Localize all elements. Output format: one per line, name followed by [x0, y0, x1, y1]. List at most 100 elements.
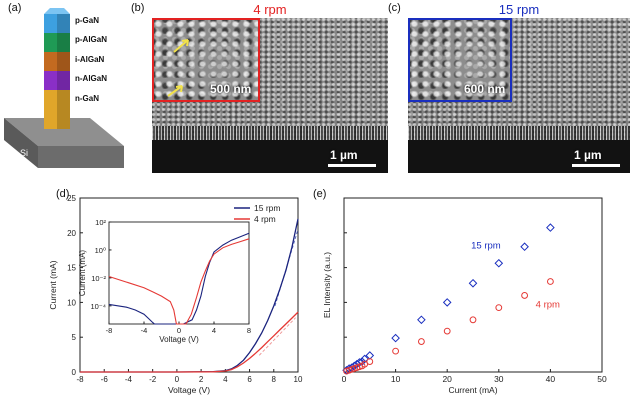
inset-y-tick-label: 10⁰ — [95, 246, 106, 255]
layer-label-p-algan: p-AlGaN — [75, 35, 107, 44]
x-tick-label: -8 — [76, 375, 84, 384]
x-tick-label: -4 — [125, 375, 133, 384]
iv-chart: -8 -6 -4 -2 0 2 4 6 8 10 0 5 10 15 20 25 Voltage (V) Curr… — [48, 194, 303, 395]
y-tick-label: 20 — [67, 229, 76, 238]
legend-label-15rpm: 15 rpm — [471, 240, 501, 251]
panel-d-label: (d) — [56, 188, 70, 200]
legend-label: 4 rpm — [254, 214, 276, 224]
nanowire-layer-2 — [44, 33, 70, 52]
legend-label-4rpm: 4 rpm — [536, 300, 560, 311]
nanowire-top-facet — [44, 8, 70, 14]
substrate-label: n-Si — [12, 148, 29, 158]
plot-frame — [343, 197, 603, 373]
x-tick-label: -6 — [101, 375, 109, 384]
data-point-4rpm — [418, 338, 425, 345]
inset-x-tick-label: 8 — [247, 326, 251, 335]
layer-label-n-algan: n-AlGaN — [75, 74, 107, 83]
x-tick-label: 0 — [175, 375, 180, 384]
x-tick-label: 20 — [442, 374, 452, 384]
inset-x-axis-label: Voltage (V) — [159, 335, 199, 344]
x-tick-label: 10 — [391, 374, 401, 384]
data-point-15rpm — [520, 242, 529, 252]
scale-bar — [572, 164, 620, 167]
y-tick-label: 5 — [72, 333, 77, 342]
y-axis-label: Current (mA) — [48, 260, 58, 309]
panel-c-rpm-title: 15 rpm — [498, 2, 540, 17]
layer-label-i-algan: i-AlGaN — [75, 55, 105, 64]
nanowire-layer-shade — [57, 14, 70, 33]
x-tick-label: 10 — [294, 375, 303, 384]
y-tick-label: 0 — [72, 368, 77, 377]
nanowire-layer-1 — [44, 14, 70, 33]
inset-x-tick-label: -8 — [106, 326, 113, 335]
x-tick-label: 2 — [199, 375, 204, 384]
sem-image-15rpm: 600 nm 1 µm — [408, 18, 630, 173]
nanowire-layer-shade — [57, 33, 70, 52]
inset-frame — [108, 221, 250, 325]
sem-inset-4rpm: 500 nm — [152, 18, 260, 102]
nanowire-layer-4 — [44, 71, 70, 90]
inset-scale-label: 500 nm — [210, 82, 252, 96]
x-tick-label: 30 — [494, 374, 504, 384]
inset-scale-label: 600 nm — [464, 82, 506, 96]
y-tick-label: 10 — [67, 298, 76, 307]
scale-bar — [328, 164, 376, 167]
panel-b-rpm-title: 4 rpm — [253, 2, 287, 17]
scale-bar-label: 1 µm — [330, 148, 358, 162]
data-point-4rpm — [469, 316, 477, 324]
data-point-15rpm — [546, 223, 555, 232]
data-point-15rpm — [494, 258, 504, 268]
nanowire-layer-shade — [57, 71, 70, 90]
data-point-15rpm — [417, 315, 426, 325]
x-tick-label: 0 — [342, 374, 347, 384]
arrow-icon — [167, 85, 183, 97]
panel-a-label: (a) — [8, 2, 22, 14]
arrow-icon — [173, 39, 189, 53]
data-point-15rpm — [468, 278, 478, 288]
inset-y-tick-label: 10² — [95, 218, 106, 227]
nanowire-base — [44, 109, 70, 129]
sem-image-4rpm: 500 nm 1 µm — [152, 18, 388, 173]
panel-e-label: (e) — [313, 188, 327, 200]
data-point-4rpm — [366, 358, 374, 365]
panel-c-label: (c) — [388, 2, 401, 14]
inset-y-tick-label: 10⁻² — [91, 274, 106, 283]
x-tick-label: -2 — [149, 375, 157, 384]
inset-series-line — [108, 232, 250, 325]
scale-bar-label: 1 µm — [574, 148, 602, 162]
data-point-15rpm — [391, 333, 400, 343]
inset-series-line — [108, 238, 250, 325]
data-point-4rpm — [495, 304, 503, 312]
nanowire-layer-shade — [57, 90, 70, 109]
data-point-4rpm — [547, 278, 554, 285]
x-axis-label: Current (mA) — [448, 385, 497, 395]
data-point-4rpm — [361, 360, 369, 368]
inset-x-tick-label: -4 — [141, 326, 148, 335]
x-tick-label: 40 — [546, 374, 556, 384]
data-point-15rpm — [360, 354, 369, 364]
y-axis-label: EL Intensity (a.u.) — [322, 252, 332, 318]
data-point-4rpm — [392, 347, 399, 355]
data-point-15rpm — [442, 298, 452, 307]
inset-x-tick-label: 4 — [212, 326, 216, 335]
x-tick-label: 8 — [272, 375, 277, 384]
nanowire-layer-shade — [57, 52, 70, 71]
nanowire-layers — [44, 8, 70, 129]
data-point-4rpm — [443, 327, 451, 335]
sem-inset-15rpm: 600 nm — [408, 18, 512, 102]
inset-y-axis-label: Current (mA) — [78, 250, 87, 297]
data-point-4rpm — [521, 292, 529, 299]
x-axis-label: Voltage (V) — [168, 385, 210, 395]
layer-label-p-gan: p-GaN — [75, 16, 99, 25]
y-tick-label: 15 — [67, 264, 76, 273]
nanowire-layer-5 — [44, 90, 70, 109]
fit-line — [274, 229, 299, 307]
inset-x-tick-label: 0 — [177, 326, 181, 335]
el-intensity-chart: 0 10 20 30 40 50 Current (mA) EL Intensity (a.u… — [322, 197, 607, 395]
x-tick-label: 50 — [597, 374, 607, 384]
y-tick-label: 25 — [67, 194, 76, 203]
legend-label: 15 rpm — [254, 203, 280, 213]
series-line — [80, 311, 299, 373]
x-tick-label: 6 — [247, 375, 252, 384]
inset-y-tick-label: 10⁻⁴ — [90, 302, 106, 311]
